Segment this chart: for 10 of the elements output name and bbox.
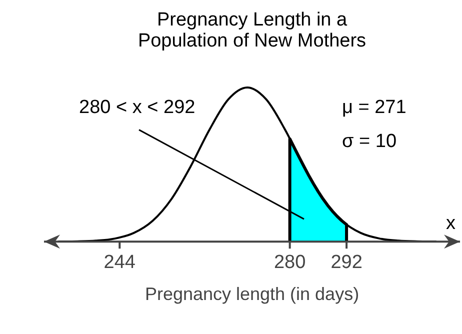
x-axis-title: Pregnancy length (in days)	[144, 284, 360, 304]
annotation: x	[446, 212, 456, 234]
annotation: μ = 271	[342, 97, 406, 118]
annotation: 280 < x < 292	[79, 97, 196, 118]
x-tick-label: 280	[274, 252, 306, 274]
x-tick-label: 292	[330, 252, 362, 274]
text: Population of New Mothers	[138, 30, 366, 52]
x-tick-label: 244	[104, 252, 136, 274]
text: Pregnancy Length in a	[156, 10, 348, 31]
annotation: σ = 10	[342, 131, 397, 152]
